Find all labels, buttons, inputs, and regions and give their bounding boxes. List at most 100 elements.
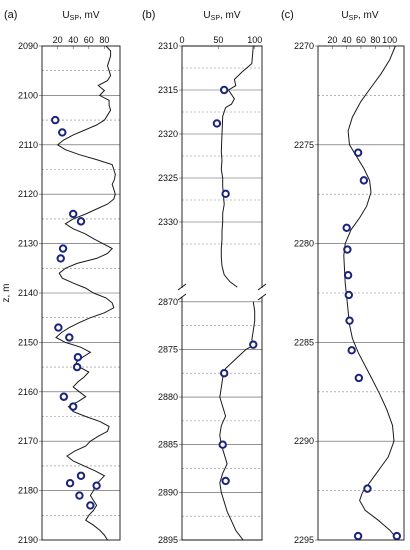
data-point [363, 484, 372, 493]
x-tick-label: 80 [370, 35, 380, 45]
data-point [353, 531, 363, 541]
data-point [343, 271, 353, 280]
y-tick-label: 2160 [18, 387, 38, 397]
x-tick-label: 40 [68, 35, 78, 45]
y-tick-label: 2325 [158, 173, 178, 183]
plot-frame-bottom [181, 297, 263, 541]
y-tick-label: 2275 [294, 140, 314, 150]
x-tick-label: 50 [213, 35, 223, 45]
axis-title-main: U [62, 10, 69, 21]
data-point [219, 369, 229, 378]
x-tick-label: 60 [356, 35, 366, 45]
axis-break-right [257, 283, 267, 301]
y-tick-label: 2315 [158, 85, 178, 95]
data-point [51, 115, 60, 125]
y-tick-label: 2290 [294, 436, 314, 446]
data-point [342, 223, 351, 232]
y-tick-label: 2150 [18, 337, 38, 347]
data-point [76, 471, 86, 480]
plot-frame [317, 45, 405, 541]
series-line [219, 301, 256, 541]
data-point [58, 244, 68, 253]
data-point [345, 316, 354, 325]
y-tick-label: 2270 [294, 41, 314, 51]
axis-title: USP, mV [203, 10, 240, 22]
data-point [212, 119, 222, 128]
x-tick-label: 60 [84, 35, 94, 45]
x-tick-label: 80 [99, 35, 109, 45]
series-line [220, 45, 254, 288]
y-tick-label: 2120 [18, 189, 38, 199]
x-tick-label: 100 [382, 35, 397, 45]
data-point [219, 85, 229, 95]
plot-frame [41, 45, 121, 541]
data-point [56, 254, 65, 263]
y-tick-label: 2875 [158, 344, 178, 354]
panel-a: (a) USP, mV z, m 2090 2100 2110 2120 2130 2140 21… [1, 9, 121, 545]
y-tick-label: 2140 [18, 288, 38, 298]
data-point [353, 148, 363, 157]
data-point [249, 340, 258, 349]
x-tick-label: 100 [247, 35, 262, 45]
y-tick-label: 2170 [18, 436, 38, 446]
data-point [392, 531, 402, 541]
axis-title-unit: , mV [220, 10, 241, 21]
panel-label: (a) [4, 9, 17, 21]
y-tick-label: 2890 [158, 487, 178, 497]
y-tick-label: 2310 [158, 41, 178, 51]
axis-title-unit: , mV [79, 10, 100, 21]
y-tick-label: 2190 [18, 535, 38, 545]
panel-label: (c) [281, 9, 294, 21]
axis-title: USP, mV [62, 10, 99, 22]
y-tick-label: 2280 [294, 239, 314, 249]
data-point [72, 362, 82, 372]
x-tick-label: 20 [327, 35, 337, 45]
data-point [86, 501, 95, 510]
data-point [58, 128, 67, 137]
data-point [65, 333, 74, 342]
y-tick-label: 2130 [18, 239, 38, 249]
data-point [65, 478, 75, 488]
data-point [221, 189, 230, 199]
plot-frame-top [181, 45, 263, 288]
y-tick-label: 2880 [158, 392, 178, 402]
x-tick-label: 20 [53, 35, 63, 45]
y-tick-label: 2180 [18, 486, 38, 496]
data-point [344, 290, 354, 300]
axis-title-main: U [203, 10, 210, 21]
axis-title: USP, mV [341, 10, 378, 22]
data-point [221, 476, 230, 486]
series-line [55, 45, 116, 541]
y-tick-label: 2895 [158, 535, 178, 545]
data-point [218, 440, 227, 449]
x-tick-label: 0 [179, 35, 184, 45]
y-tick-label: 2295 [294, 535, 314, 545]
data-point [76, 217, 86, 226]
data-point [92, 481, 101, 490]
panel-label: (b) [142, 9, 155, 21]
panel-c: (c) USP, mV 2270 2275 2280 2285 2290 2295 20 40 60… [281, 9, 405, 545]
y-tick-label: 2330 [158, 217, 178, 227]
data-point [347, 346, 356, 355]
data-point [69, 209, 78, 219]
y-tick-label: 2320 [158, 129, 178, 139]
data-point [343, 245, 352, 254]
axis-title-unit: , mV [358, 10, 379, 21]
data-point [73, 353, 83, 362]
axis-title-main: U [341, 10, 348, 21]
data-point [54, 323, 63, 332]
panel-b: (b) USP, mV 2310 2315 2320 2325 2330 2870 2875 28… [142, 9, 267, 545]
y-tick-label: 2100 [18, 90, 38, 100]
data-point [69, 402, 78, 411]
y-tick-label: 2870 [158, 297, 178, 307]
axis-title-sub: SP [349, 15, 359, 22]
y-tick-label: 2110 [19, 140, 38, 150]
data-point [359, 176, 369, 185]
y-axis-label: z, m [1, 284, 12, 303]
axis-title-sub: SP [70, 15, 80, 22]
data-point [75, 491, 84, 500]
axis-break-left [177, 283, 187, 301]
y-tick-label: 2885 [158, 440, 178, 450]
data-point [354, 373, 364, 383]
